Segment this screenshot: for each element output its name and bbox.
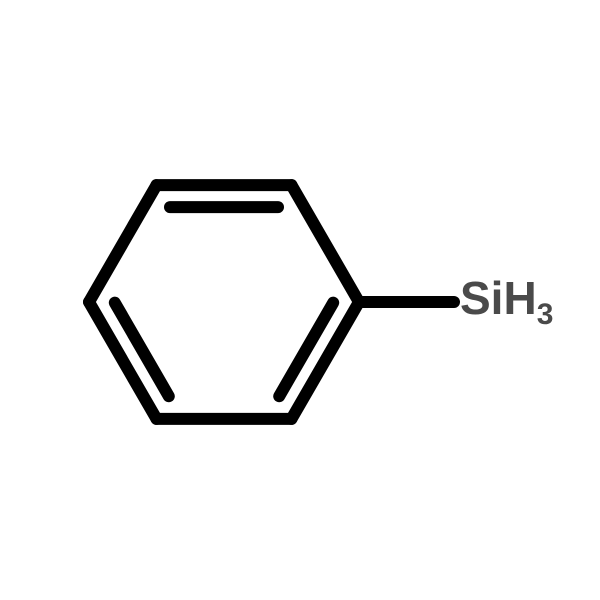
substituent-label-main: SiH (460, 272, 537, 324)
molecule-diagram: SiH3 (0, 0, 600, 600)
substituent-label-subscript: 3 (537, 298, 554, 331)
